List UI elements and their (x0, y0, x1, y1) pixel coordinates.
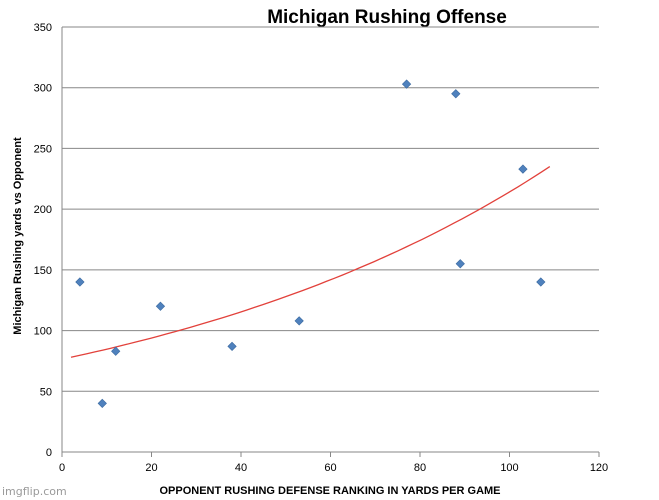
y-tick-label: 150 (34, 265, 52, 277)
y-tick-label: 50 (40, 386, 52, 398)
data-point-marker (536, 277, 546, 287)
data-point-marker (294, 316, 304, 326)
x-tick-label: 100 (500, 462, 518, 474)
trendline (70, 166, 551, 358)
data-point-marker (451, 89, 461, 99)
data-point-marker (75, 277, 85, 287)
watermark: imgflip.com (2, 485, 67, 498)
data-point-marker (97, 398, 107, 409)
data-point-marker (518, 164, 528, 174)
x-tick-label: 60 (324, 462, 336, 474)
data-point-marker (401, 79, 412, 89)
x-tick-labels: 0 20 40 60 80 100 120 (59, 462, 608, 474)
y-tick-label: 300 (34, 83, 52, 95)
chart-title: Michigan Rushing Offense (267, 7, 507, 28)
y-axis-label: Michigan Rushing yards vs Opponent (12, 137, 24, 335)
x-tick-label: 20 (145, 462, 157, 474)
y-tick-label: 200 (34, 204, 52, 216)
x-tick-label: 40 (235, 462, 247, 474)
x-tick-label: 80 (414, 462, 426, 474)
y-tick-labels: 0 50 100 150 200 250 300 350 (34, 22, 52, 459)
y-tick-label: 250 (34, 143, 52, 155)
x-tick-label: 0 (59, 462, 65, 474)
data-points (75, 79, 546, 409)
x-tick-label: 120 (590, 462, 608, 474)
data-point-marker (227, 341, 237, 351)
gridlines (62, 26, 599, 392)
y-tick-label: 0 (46, 447, 52, 459)
axes (61, 27, 600, 457)
y-tick-label: 100 (34, 326, 52, 338)
data-point-marker (155, 301, 166, 311)
x-axis-label: OPPONENT RUSHING DEFENSE RANKING IN YARD… (159, 485, 500, 497)
data-point-marker (111, 346, 121, 356)
y-tick-label: 350 (34, 22, 52, 34)
data-point-marker (455, 259, 465, 269)
